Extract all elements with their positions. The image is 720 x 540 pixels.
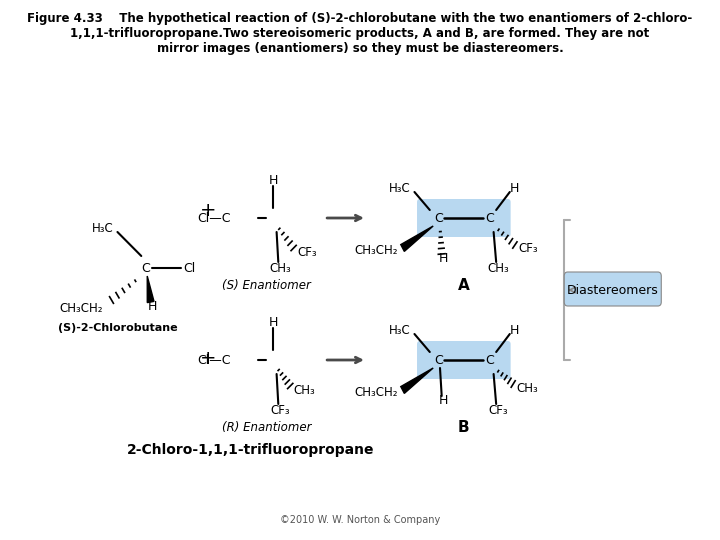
Text: mirror images (enantiomers) so they must be diastereomers.: mirror images (enantiomers) so they must…	[157, 42, 563, 55]
Text: +: +	[200, 348, 217, 368]
Text: H: H	[510, 181, 520, 194]
Text: 1,1,1-trifluoropropane.Two stereoisomeric products, A and B, are formed. They ar: 1,1,1-trifluoropropane.Two stereoisomeri…	[71, 27, 649, 40]
Polygon shape	[401, 226, 433, 252]
Text: C: C	[485, 212, 494, 225]
Text: Cl—C: Cl—C	[197, 354, 230, 367]
Text: CH₃: CH₃	[516, 381, 539, 395]
Text: B: B	[458, 421, 469, 435]
Text: H: H	[148, 300, 157, 313]
Text: H: H	[438, 252, 448, 265]
Text: H₃C: H₃C	[390, 181, 411, 194]
Text: Cl—C: Cl—C	[197, 212, 230, 225]
Text: H: H	[269, 173, 278, 186]
Text: CH₃CH₂: CH₃CH₂	[60, 301, 103, 314]
Text: CF₃: CF₃	[518, 241, 538, 254]
Text: CF₃: CF₃	[297, 246, 317, 259]
Text: H: H	[510, 323, 520, 336]
FancyBboxPatch shape	[417, 199, 510, 237]
Text: C: C	[141, 261, 150, 274]
Text: CH₃: CH₃	[487, 261, 509, 274]
Text: +: +	[200, 200, 217, 219]
Text: Cl: Cl	[183, 261, 195, 274]
Polygon shape	[147, 276, 154, 302]
FancyBboxPatch shape	[564, 272, 661, 306]
Text: (S) Enantiomer: (S) Enantiomer	[222, 280, 311, 293]
FancyBboxPatch shape	[417, 341, 510, 379]
Text: ©2010 W. W. Norton & Company: ©2010 W. W. Norton & Company	[280, 515, 440, 525]
Text: (S)-2-Chlorobutane: (S)-2-Chlorobutane	[58, 323, 177, 333]
Text: CH₃: CH₃	[269, 261, 291, 274]
Text: H₃C: H₃C	[91, 221, 113, 234]
Text: (R) Enantiomer: (R) Enantiomer	[222, 422, 311, 435]
Text: CF₃: CF₃	[270, 403, 290, 416]
Text: H: H	[438, 394, 448, 407]
Text: CH₃CH₂: CH₃CH₂	[354, 386, 397, 399]
Polygon shape	[401, 368, 433, 394]
Text: CH₃: CH₃	[294, 383, 315, 396]
Text: CH₃CH₂: CH₃CH₂	[354, 244, 397, 256]
Text: C: C	[485, 354, 494, 367]
Text: 2-Chloro-1,1,1-trifluoropropane: 2-Chloro-1,1,1-trifluoropropane	[127, 443, 375, 457]
Text: H₃C: H₃C	[390, 323, 411, 336]
Text: CF₃: CF₃	[488, 403, 508, 416]
Text: Figure 4.33    The hypothetical reaction of (S)-2-chlorobutane with the two enan: Figure 4.33 The hypothetical reaction of…	[27, 12, 693, 25]
Text: A: A	[458, 279, 469, 294]
Text: C: C	[434, 354, 443, 367]
Text: C: C	[434, 212, 443, 225]
Text: Diastereomers: Diastereomers	[567, 284, 659, 296]
Text: H: H	[269, 315, 278, 328]
